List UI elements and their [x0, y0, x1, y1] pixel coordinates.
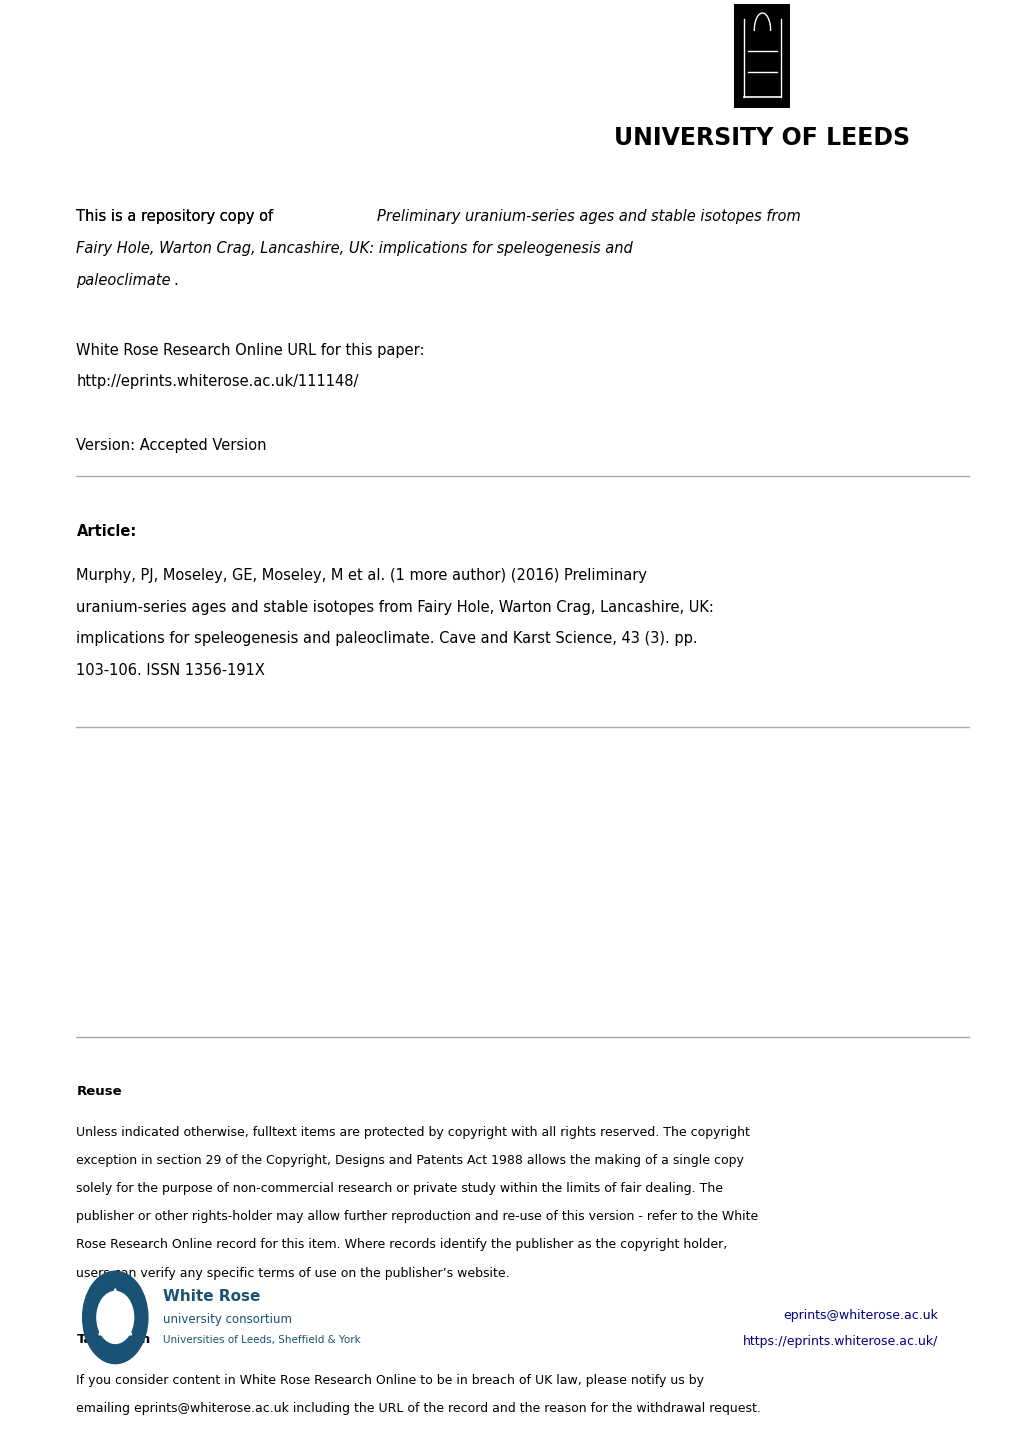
Text: .: .: [173, 273, 178, 287]
Text: If you consider content in White Rose Research Online to be in breach of UK law,: If you consider content in White Rose Re…: [76, 1374, 704, 1387]
Text: This is a repository copy of: This is a repository copy of: [76, 209, 278, 224]
Circle shape: [97, 1291, 133, 1343]
Text: uranium-series ages and stable isotopes from Fairy Hole, Warton Crag, Lancashire: uranium-series ages and stable isotopes …: [76, 600, 713, 615]
Text: emailing eprints@whiterose.ac.uk including the URL of the record and the reason : emailing eprints@whiterose.ac.uk includi…: [76, 1403, 760, 1416]
Text: Fairy Hole, Warton Crag, Lancashire, UK: implications for speleogenesis and: Fairy Hole, Warton Crag, Lancashire, UK:…: [76, 241, 633, 255]
Text: paleoclimate: paleoclimate: [76, 273, 171, 287]
Text: 103-106. ISSN 1356-191X: 103-106. ISSN 1356-191X: [76, 664, 265, 678]
Text: Article:: Article:: [76, 524, 137, 538]
Text: White Rose Research Online URL for this paper:: White Rose Research Online URL for this …: [76, 342, 425, 358]
Polygon shape: [99, 1289, 131, 1335]
Text: https://eprints.whiterose.ac.uk/: https://eprints.whiterose.ac.uk/: [742, 1335, 937, 1348]
Circle shape: [83, 1271, 148, 1364]
Text: Takedown: Takedown: [76, 1333, 151, 1346]
Text: implications for speleogenesis and paleoclimate. Cave and Karst Science, 43 (3).: implications for speleogenesis and paleo…: [76, 632, 697, 646]
Text: Reuse: Reuse: [76, 1085, 122, 1098]
Text: solely for the purpose of non-commercial research or private study within the li: solely for the purpose of non-commercial…: [76, 1182, 722, 1195]
Text: exception in section 29 of the Copyright, Designs and Patents Act 1988 allows th: exception in section 29 of the Copyright…: [76, 1154, 744, 1167]
Text: Unless indicated otherwise, fulltext items are protected by copyright with all r: Unless indicated otherwise, fulltext ite…: [76, 1126, 750, 1139]
Text: This is a repository copy of: This is a repository copy of: [76, 209, 278, 224]
Text: Universities of Leeds, Sheffield & York: Universities of Leeds, Sheffield & York: [163, 1335, 361, 1345]
Text: Rose Research Online record for this item. Where records identify the publisher : Rose Research Online record for this ite…: [76, 1238, 727, 1251]
Text: Version: Accepted Version: Version: Accepted Version: [76, 437, 267, 453]
Text: Murphy, PJ, Moseley, GE, Moseley, M et al. (1 more author) (2016) Preliminary: Murphy, PJ, Moseley, GE, Moseley, M et a…: [76, 569, 647, 583]
Text: http://eprints.whiterose.ac.uk/111148/: http://eprints.whiterose.ac.uk/111148/: [76, 374, 359, 390]
Text: university consortium: university consortium: [163, 1313, 291, 1326]
Text: UNIVERSITY OF LEEDS: UNIVERSITY OF LEEDS: [613, 126, 910, 150]
Text: Preliminary uranium-series ages and stable isotopes from: Preliminary uranium-series ages and stab…: [377, 209, 800, 224]
Text: users can verify any specific terms of use on the publisher’s website.: users can verify any specific terms of u…: [76, 1267, 510, 1280]
Text: publisher or other rights-holder may allow further reproduction and re-use of th: publisher or other rights-holder may all…: [76, 1211, 758, 1224]
Text: eprints@whiterose.ac.uk: eprints@whiterose.ac.uk: [783, 1309, 937, 1322]
Bar: [734, 4, 790, 108]
Text: White Rose: White Rose: [163, 1289, 260, 1303]
